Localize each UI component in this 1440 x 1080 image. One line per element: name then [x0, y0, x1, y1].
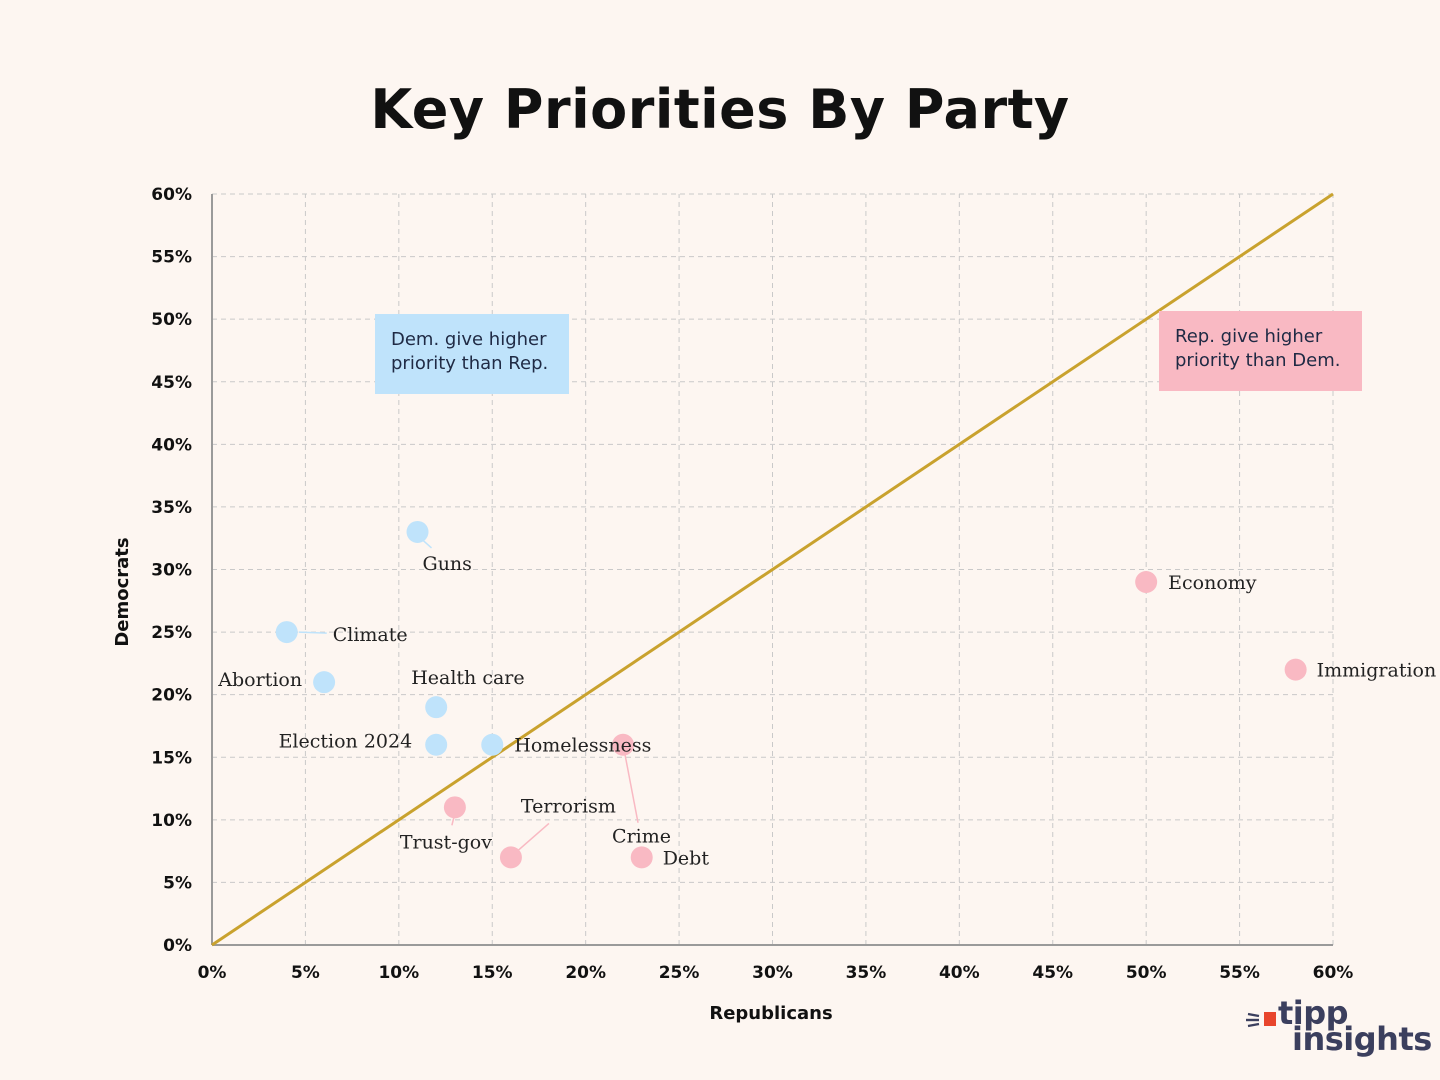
point-crime [612, 733, 635, 756]
x-axis-title: Republicans [709, 1003, 832, 1024]
logo-word-insights: insights [1292, 1020, 1432, 1058]
x-tick-label: 35% [846, 963, 887, 983]
leader-line-guns [422, 539, 433, 549]
dem-callout-line-1: Dem. give higher [391, 329, 547, 350]
rep-callout-line-1: Rep. give higher [1175, 326, 1323, 347]
dem-callout-line-2: priority than Rep. [391, 353, 549, 374]
x-tick-label: 0% [198, 963, 227, 983]
label-leader-lines [298, 539, 639, 852]
point-terrorism [499, 846, 522, 869]
point-climate [275, 621, 298, 644]
point-election-2024 [425, 733, 448, 756]
y-tick-label: 60% [151, 185, 192, 205]
x-tick-label: 20% [565, 963, 606, 983]
x-tick-label: 60% [1313, 963, 1354, 983]
y-tick-label: 55% [151, 248, 192, 268]
point-guns [406, 520, 429, 543]
y-tick-label: 30% [151, 561, 192, 581]
axes [211, 194, 1333, 946]
x-tick-label: 40% [939, 963, 980, 983]
y-tick-label: 25% [151, 623, 192, 643]
tipp-insights-logo: tipp insights [1244, 994, 1432, 1064]
point-health-care [425, 696, 448, 719]
point-homelessness [481, 733, 504, 756]
point-immigration [1284, 658, 1307, 681]
y-tick-label: 5% [163, 873, 192, 893]
point-label-guns: Guns [423, 553, 472, 575]
y-tick-label: 35% [151, 498, 192, 518]
leader-line-crime [624, 754, 639, 823]
y-tick-label: 0% [163, 936, 192, 956]
point-label-health-care: Health care [411, 667, 524, 689]
x-tick-label: 45% [1032, 963, 1073, 983]
parity-line [211, 192, 1334, 947]
dem-callout-box: Dem. give higher priority than Rep. [375, 314, 569, 394]
x-tick-label: 5% [291, 963, 320, 983]
logo-word-tipp: tipp [1278, 994, 1349, 1032]
x-tick-label: 55% [1219, 963, 1260, 983]
leader-line-climate [298, 631, 327, 634]
rep-callout-line-2: priority than Dem. [1175, 350, 1341, 371]
data-points [275, 520, 1307, 869]
y-tick-label: 15% [151, 748, 192, 768]
point-abortion [313, 671, 336, 694]
point-label-immigration: Immigration [1317, 660, 1437, 682]
point-label-economy: Economy [1168, 572, 1257, 594]
point-debt [630, 846, 653, 869]
chart-title: Key Priorities By Party [370, 78, 1070, 141]
point-label-election-2024: Election 2024 [279, 731, 413, 753]
point-label-debt: Debt [663, 847, 710, 869]
leader-line-terrorism [516, 822, 550, 852]
diagonal-reference-line [211, 192, 1334, 947]
point-label-abortion: Abortion [217, 669, 302, 691]
x-tick-label: 30% [752, 963, 793, 983]
x-tick-label: 10% [378, 963, 419, 983]
x-tick-label: 50% [1126, 963, 1167, 983]
y-tick-label: 45% [151, 373, 192, 393]
point-label-terrorism: Terrorism [521, 795, 616, 817]
x-tick-label: 15% [472, 963, 513, 983]
x-tick-label: 25% [659, 963, 700, 983]
y-tick-label: 10% [151, 811, 192, 831]
rep-callout-box: Rep. give higher priority than Dem. [1159, 311, 1362, 391]
y-tick-label: 40% [151, 435, 192, 455]
point-trust-gov [443, 796, 466, 819]
leader-line-trust-gov [451, 817, 455, 826]
y-tick-label: 50% [151, 310, 192, 330]
y-tick-label: 20% [151, 686, 192, 706]
point-labels: Guns Climate Abortion Health care Election 2… [217, 553, 1436, 869]
point-economy [1135, 571, 1158, 594]
tick-labels: 0% 5% 10% 15% 20% 25% 30% 35% 40% 45% 50% 55% 60% 0% 5… [151, 185, 1353, 983]
y-axis-title: Democrats [112, 537, 133, 646]
point-label-climate: Climate [333, 624, 408, 646]
point-label-homelessness: Homelessness [514, 735, 651, 757]
point-label-crime: Crime [612, 826, 671, 848]
logo-mark-icon [1246, 1012, 1276, 1028]
point-label-trust-gov: Trust-gov [400, 831, 492, 853]
